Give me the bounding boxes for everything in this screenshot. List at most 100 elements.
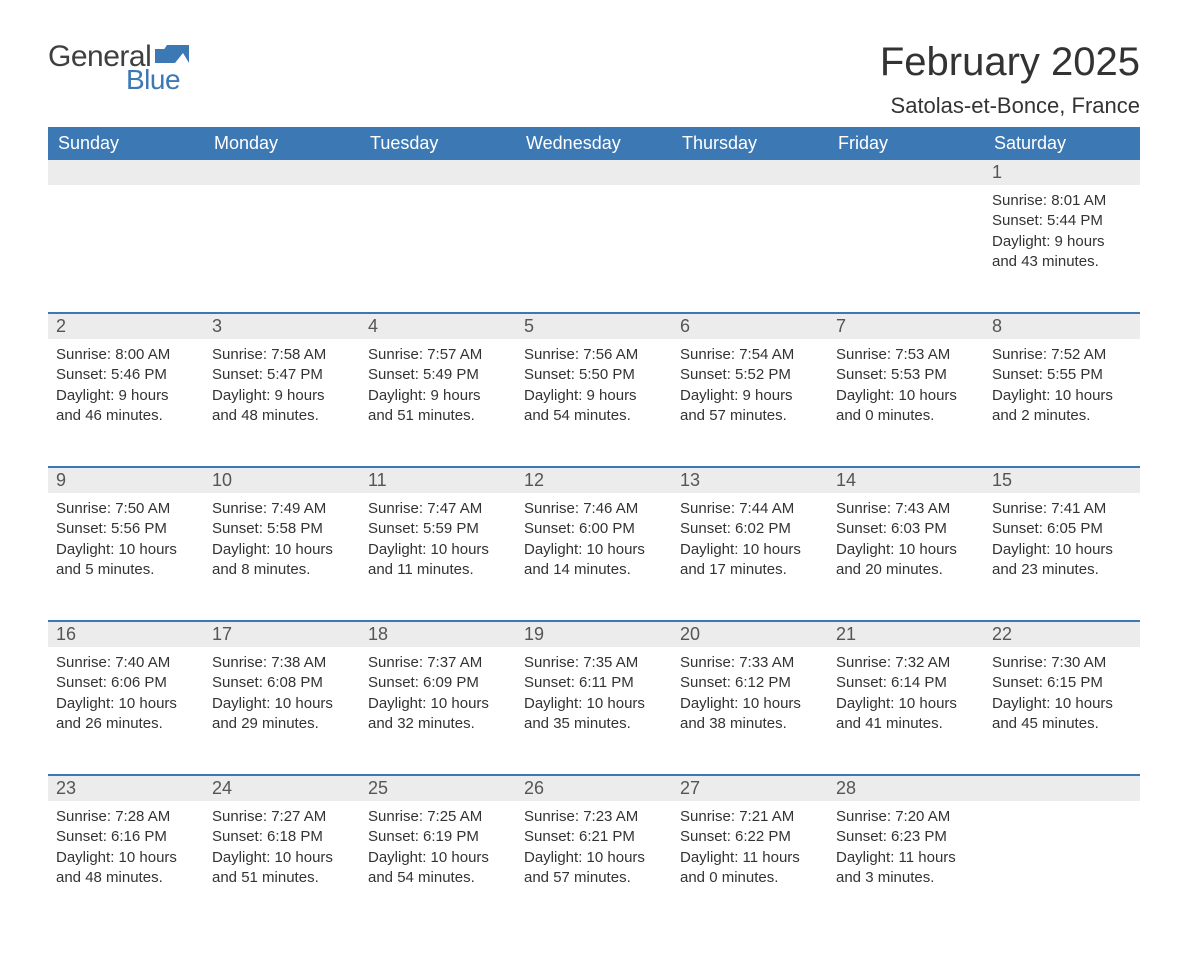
sunset-text: Sunset: 6:18 PM	[212, 827, 352, 847]
day-body: Sunrise: 7:28 AMSunset: 6:16 PMDaylight:…	[48, 801, 204, 898]
sunrise-text: Sunrise: 8:01 AM	[992, 191, 1132, 211]
day-number: 5	[516, 314, 672, 339]
day-body: Sunrise: 7:43 AMSunset: 6:03 PMDaylight:…	[828, 493, 984, 590]
day-body: Sunrise: 7:38 AMSunset: 6:08 PMDaylight:…	[204, 647, 360, 744]
day-body: Sunrise: 7:52 AMSunset: 5:55 PMDaylight:…	[984, 339, 1140, 436]
page-header: General Blue February 2025 Satolas-et-Bo…	[48, 40, 1140, 119]
day-body: Sunrise: 7:40 AMSunset: 6:06 PMDaylight:…	[48, 647, 204, 744]
sunset-text: Sunset: 5:44 PM	[992, 211, 1132, 231]
day-number: 1	[984, 160, 1140, 185]
daylight-text: Daylight: 10 hours and 26 minutes.	[56, 694, 196, 735]
day-cell: Sunrise: 7:49 AMSunset: 5:58 PMDaylight:…	[204, 493, 360, 621]
day-number: 14	[828, 468, 984, 493]
day-body: Sunrise: 7:44 AMSunset: 6:02 PMDaylight:…	[672, 493, 828, 590]
day-number: 13	[672, 468, 828, 493]
day-body: Sunrise: 7:50 AMSunset: 5:56 PMDaylight:…	[48, 493, 204, 590]
day-cell: Sunrise: 7:58 AMSunset: 5:47 PMDaylight:…	[204, 339, 360, 467]
sunrise-text: Sunrise: 7:41 AM	[992, 499, 1132, 519]
day-number: 22	[984, 622, 1140, 647]
daylight-text: Daylight: 10 hours and 51 minutes.	[212, 848, 352, 889]
logo-text-blue: Blue	[126, 64, 180, 96]
daylight-text: Daylight: 10 hours and 45 minutes.	[992, 694, 1132, 735]
day-cell: Sunrise: 7:57 AMSunset: 5:49 PMDaylight:…	[360, 339, 516, 467]
day-body: Sunrise: 7:46 AMSunset: 6:00 PMDaylight:…	[516, 493, 672, 590]
day-cell: Sunrise: 7:46 AMSunset: 6:00 PMDaylight:…	[516, 493, 672, 621]
day-body: Sunrise: 8:01 AMSunset: 5:44 PMDaylight:…	[984, 185, 1140, 282]
month-title: February 2025	[880, 40, 1140, 85]
day-body: Sunrise: 7:25 AMSunset: 6:19 PMDaylight:…	[360, 801, 516, 898]
daylight-text: Daylight: 10 hours and 17 minutes.	[680, 540, 820, 581]
day-body: Sunrise: 7:41 AMSunset: 6:05 PMDaylight:…	[984, 493, 1140, 590]
daylight-text: Daylight: 10 hours and 54 minutes.	[368, 848, 508, 889]
week-body-row: Sunrise: 7:40 AMSunset: 6:06 PMDaylight:…	[48, 647, 1140, 775]
day-number-cell: 27	[672, 775, 828, 801]
sunrise-text: Sunrise: 7:27 AM	[212, 807, 352, 827]
day-cell: Sunrise: 7:54 AMSunset: 5:52 PMDaylight:…	[672, 339, 828, 467]
day-cell: Sunrise: 8:00 AMSunset: 5:46 PMDaylight:…	[48, 339, 204, 467]
day-body: Sunrise: 7:21 AMSunset: 6:22 PMDaylight:…	[672, 801, 828, 898]
day-number: 23	[48, 776, 204, 801]
sunset-text: Sunset: 6:11 PM	[524, 673, 664, 693]
day-cell	[48, 185, 204, 313]
sunset-text: Sunset: 5:59 PM	[368, 519, 508, 539]
daylight-text: Daylight: 10 hours and 38 minutes.	[680, 694, 820, 735]
sunset-text: Sunset: 6:14 PM	[836, 673, 976, 693]
day-cell	[516, 185, 672, 313]
day-number: 9	[48, 468, 204, 493]
week-number-row: 232425262728	[48, 775, 1140, 801]
sunset-text: Sunset: 6:15 PM	[992, 673, 1132, 693]
sunrise-text: Sunrise: 7:32 AM	[836, 653, 976, 673]
day-body: Sunrise: 7:58 AMSunset: 5:47 PMDaylight:…	[204, 339, 360, 436]
daylight-text: Daylight: 11 hours and 0 minutes.	[680, 848, 820, 889]
daylight-text: Daylight: 9 hours and 51 minutes.	[368, 386, 508, 427]
day-body: Sunrise: 7:32 AMSunset: 6:14 PMDaylight:…	[828, 647, 984, 744]
day-number: 25	[360, 776, 516, 801]
day-cell: Sunrise: 7:28 AMSunset: 6:16 PMDaylight:…	[48, 801, 204, 929]
weekday-header-row: Sunday Monday Tuesday Wednesday Thursday…	[48, 127, 1140, 160]
day-cell: Sunrise: 7:20 AMSunset: 6:23 PMDaylight:…	[828, 801, 984, 929]
day-number-cell: 5	[516, 313, 672, 339]
week-body-row: Sunrise: 8:01 AMSunset: 5:44 PMDaylight:…	[48, 185, 1140, 313]
logo: General Blue	[48, 40, 189, 96]
sunset-text: Sunset: 5:46 PM	[56, 365, 196, 385]
day-number-cell: 14	[828, 467, 984, 493]
day-number-cell: 11	[360, 467, 516, 493]
sunset-text: Sunset: 6:00 PM	[524, 519, 664, 539]
day-body: Sunrise: 7:20 AMSunset: 6:23 PMDaylight:…	[828, 801, 984, 898]
day-cell: Sunrise: 7:21 AMSunset: 6:22 PMDaylight:…	[672, 801, 828, 929]
sunset-text: Sunset: 6:22 PM	[680, 827, 820, 847]
daylight-text: Daylight: 9 hours and 57 minutes.	[680, 386, 820, 427]
sunrise-text: Sunrise: 7:46 AM	[524, 499, 664, 519]
week-number-row: 9101112131415	[48, 467, 1140, 493]
day-number: 18	[360, 622, 516, 647]
day-number: 7	[828, 314, 984, 339]
day-number-cell: 2	[48, 313, 204, 339]
sunset-text: Sunset: 5:58 PM	[212, 519, 352, 539]
week-number-row: 16171819202122	[48, 621, 1140, 647]
sunrise-text: Sunrise: 7:35 AM	[524, 653, 664, 673]
day-cell: Sunrise: 7:43 AMSunset: 6:03 PMDaylight:…	[828, 493, 984, 621]
day-cell: Sunrise: 7:33 AMSunset: 6:12 PMDaylight:…	[672, 647, 828, 775]
day-cell: Sunrise: 7:23 AMSunset: 6:21 PMDaylight:…	[516, 801, 672, 929]
day-body: Sunrise: 8:00 AMSunset: 5:46 PMDaylight:…	[48, 339, 204, 436]
day-number-cell: 10	[204, 467, 360, 493]
day-number-cell: 15	[984, 467, 1140, 493]
day-cell: Sunrise: 7:37 AMSunset: 6:09 PMDaylight:…	[360, 647, 516, 775]
day-number-cell: 21	[828, 621, 984, 647]
daylight-text: Daylight: 10 hours and 0 minutes.	[836, 386, 976, 427]
sunset-text: Sunset: 6:03 PM	[836, 519, 976, 539]
weekday-header: Saturday	[984, 127, 1140, 160]
day-cell: Sunrise: 7:44 AMSunset: 6:02 PMDaylight:…	[672, 493, 828, 621]
sunset-text: Sunset: 6:21 PM	[524, 827, 664, 847]
day-number: 6	[672, 314, 828, 339]
sunset-text: Sunset: 6:16 PM	[56, 827, 196, 847]
daylight-text: Daylight: 10 hours and 48 minutes.	[56, 848, 196, 889]
sunrise-text: Sunrise: 7:23 AM	[524, 807, 664, 827]
daylight-text: Daylight: 10 hours and 29 minutes.	[212, 694, 352, 735]
weekday-header: Wednesday	[516, 127, 672, 160]
sunrise-text: Sunrise: 7:49 AM	[212, 499, 352, 519]
day-number: 8	[984, 314, 1140, 339]
day-number-cell: 18	[360, 621, 516, 647]
day-cell	[672, 185, 828, 313]
daylight-text: Daylight: 10 hours and 23 minutes.	[992, 540, 1132, 581]
